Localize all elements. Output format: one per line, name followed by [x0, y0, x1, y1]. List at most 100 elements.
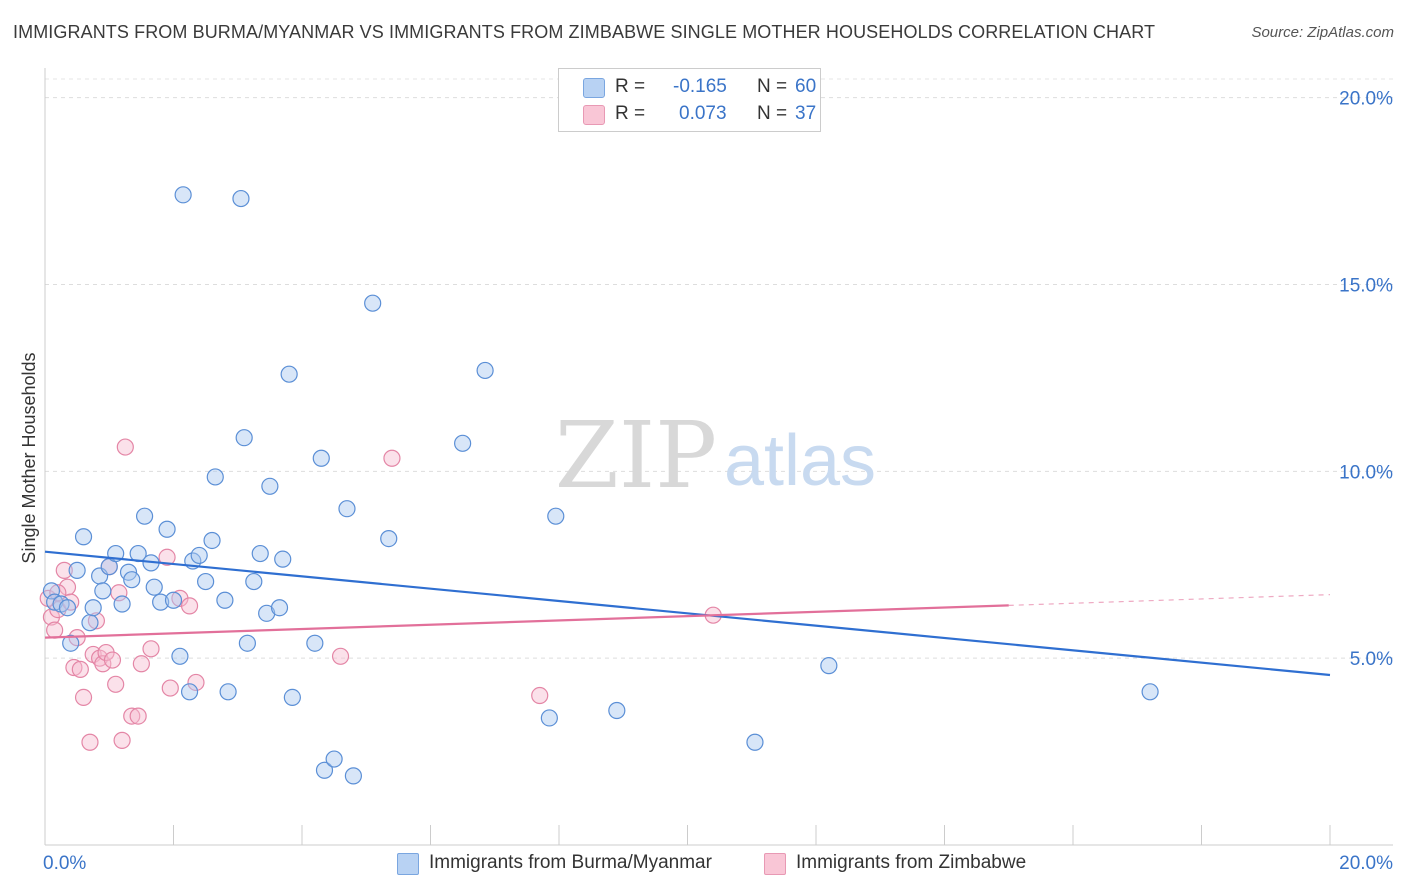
legend-n-value-zimbabwe: 37: [795, 103, 817, 124]
correlation-legend: R = -0.165 N = 60 R = 0.073 N = 37: [558, 68, 821, 132]
data-point-burma: [206, 468, 224, 486]
data-point-burma: [380, 529, 398, 548]
data-point-burma: [158, 520, 176, 538]
data-point-burma: [238, 634, 256, 652]
data-point-burma: [84, 599, 102, 617]
data-point-burma: [312, 449, 330, 467]
trend-lines: [44, 550, 1331, 677]
watermark-atlas: atlas: [724, 421, 876, 501]
data-point-burma: [338, 500, 356, 518]
series-burma-points: [42, 186, 1159, 785]
watermark-zip: ZIP: [555, 402, 717, 509]
y-tick-label: 10.0%: [1339, 462, 1393, 483]
data-point-burma: [283, 688, 301, 707]
data-point-zimbabwe: [49, 584, 67, 602]
data-point-burma: [171, 647, 189, 665]
data-point-burma: [261, 477, 279, 495]
y-tick-label: 5.0%: [1350, 649, 1393, 670]
data-point-burma: [306, 634, 324, 652]
data-point-burma: [94, 582, 112, 600]
data-point-burma: [152, 593, 170, 611]
data-point-zimbabwe: [71, 660, 89, 678]
data-point-zimbabwe: [142, 640, 160, 658]
data-point-zimbabwe: [55, 561, 73, 579]
data-point-zimbabwe: [81, 733, 99, 751]
legend-swatch-burma: [583, 78, 605, 98]
bottom-legend-label-burma: Immigrants from Burma/Myanmar: [429, 852, 712, 873]
data-point-burma: [62, 634, 80, 652]
data-point-burma: [344, 767, 362, 785]
x-tick-label: 20.0%: [1339, 853, 1393, 874]
series-zimbabwe-points: [39, 438, 722, 751]
data-point-burma: [245, 572, 263, 591]
data-point-burma: [270, 599, 289, 617]
data-point-burma: [364, 294, 382, 312]
data-point-burma: [190, 546, 208, 565]
data-point-zimbabwe: [103, 651, 122, 669]
data-point-burma: [315, 761, 334, 779]
y-tick-label: 15.0%: [1339, 276, 1393, 297]
data-point-burma: [232, 189, 250, 208]
data-point-zimbabwe: [65, 658, 83, 677]
data-point-burma: [547, 507, 565, 525]
data-point-burma: [174, 186, 192, 204]
data-point-burma: [454, 434, 472, 452]
data-point-burma: [274, 550, 292, 568]
data-point-zimbabwe: [331, 647, 350, 665]
data-point-zimbabwe: [158, 548, 176, 566]
data-point-burma: [251, 544, 269, 563]
data-point-burma: [74, 528, 93, 546]
data-point-burma: [68, 561, 86, 579]
data-point-burma: [113, 595, 131, 613]
data-point-zimbabwe: [113, 731, 131, 749]
data-point-zimbabwe: [187, 673, 205, 692]
legend-n-label: N =: [757, 76, 788, 97]
legend-r-label: R =: [615, 103, 646, 124]
data-point-burma: [197, 572, 215, 591]
data-point-burma: [235, 429, 253, 447]
axes: [44, 68, 1393, 846]
data-point-burma: [608, 701, 626, 720]
data-point-burma: [280, 365, 298, 383]
data-point-zimbabwe: [107, 675, 125, 693]
data-point-zimbabwe: [129, 707, 147, 725]
bottom-legend-swatch-zimbabwe: [764, 853, 786, 875]
data-point-zimbabwe: [180, 597, 199, 615]
chart-title: IMMIGRANTS FROM BURMA/MYANMAR VS IMMIGRA…: [13, 22, 1156, 42]
data-point-burma: [135, 507, 154, 525]
y-tick-label: 20.0%: [1339, 89, 1393, 110]
legend-r-label: R =: [615, 76, 646, 97]
legend-r-value-zimbabwe: 0.073: [679, 103, 727, 124]
trend-line-zimbabwe: [44, 604, 1009, 639]
data-point-burma: [180, 683, 199, 701]
data-point-burma: [219, 683, 237, 701]
data-point-burma: [81, 614, 99, 632]
bottom-legend-label-zimbabwe: Immigrants from Zimbabwe: [796, 852, 1027, 873]
data-point-burma: [58, 599, 77, 617]
data-point-burma: [476, 361, 494, 380]
data-point-burma: [145, 578, 163, 596]
legend-n-value-burma: 60: [795, 76, 817, 97]
source-label: Source: ZipAtlas.com: [1251, 24, 1394, 41]
data-point-burma: [123, 571, 141, 589]
data-point-burma: [216, 591, 234, 609]
data-point-burma: [203, 531, 221, 550]
legend-swatch-zimbabwe: [583, 105, 605, 125]
trend-line-zimbabwe-extension: [1008, 594, 1331, 606]
data-point-burma: [325, 750, 343, 768]
data-point-zimbabwe: [94, 655, 112, 673]
y-axis-label: Single Mother Households: [19, 352, 39, 563]
legend-n-label: N =: [757, 103, 788, 124]
data-point-zimbabwe: [531, 686, 549, 705]
watermark: ZIP atlas: [555, 402, 876, 509]
data-point-burma: [820, 657, 838, 675]
data-point-zimbabwe: [87, 612, 106, 630]
data-point-zimbabwe: [74, 688, 93, 707]
tick-labels: 5.0% 10.0% 15.0% 20.0% 0.0% 20.0%: [43, 89, 1393, 874]
legend-r-value-burma: -0.165: [673, 76, 727, 97]
trend-line-burma: [44, 550, 1331, 677]
data-point-zimbabwe: [123, 707, 141, 725]
data-point-zimbabwe: [46, 621, 64, 639]
data-point-burma: [540, 709, 558, 727]
